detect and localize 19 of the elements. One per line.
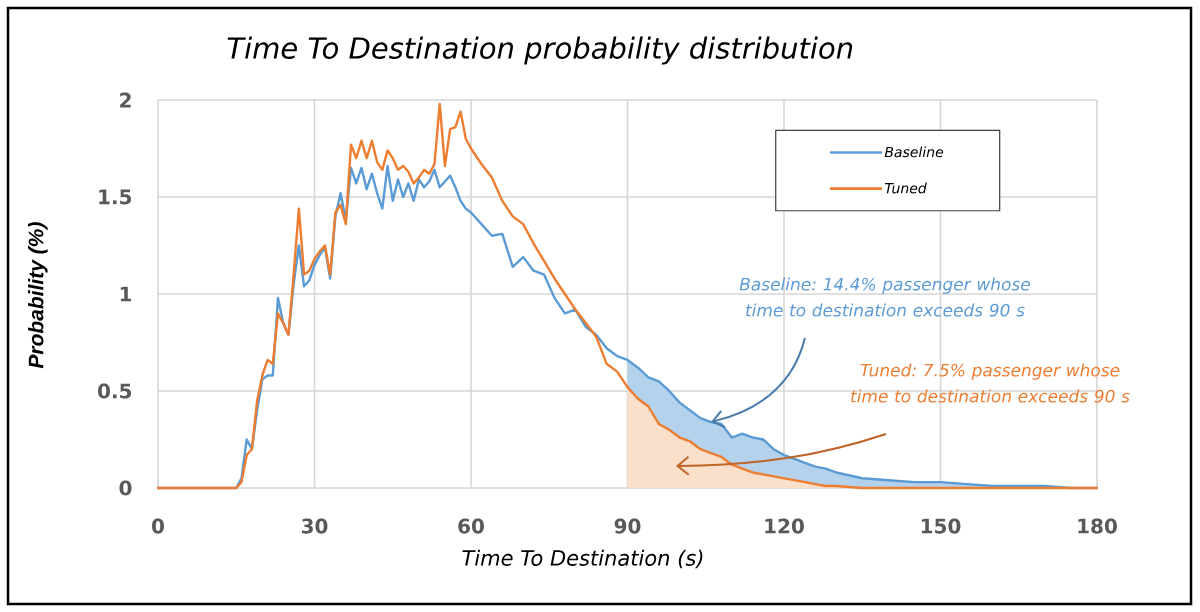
legend-label: Tuned [884, 182, 927, 194]
x-axis-title: Time To Destination (s) [462, 549, 703, 569]
x-tick-label: 180 [1078, 518, 1117, 534]
chart-title: Time To Destination probability distribution [227, 36, 853, 65]
y-tick-label: 0.5 [98, 383, 132, 399]
y-tick-label: 1 [120, 286, 132, 302]
y-axis-title: Probability (%) [28, 222, 48, 369]
x-tick-label: 150 [921, 518, 961, 534]
x-tick-label: 120 [765, 518, 804, 534]
y-tick-label: 0 [119, 480, 132, 496]
x-tick-label: 60 [458, 518, 484, 534]
x-tick-label: 90 [614, 518, 641, 534]
legend-label: Baseline [884, 146, 944, 158]
y-tick-label: 1.5 [99, 189, 132, 205]
x-tick-label: 30 [301, 518, 328, 534]
x-tick-label: 0 [152, 518, 164, 534]
y-tick-label: 2 [120, 92, 131, 108]
annotation: Tuned: 7.5% passenger whose time to destination exceeds 90 s [851, 363, 1130, 403]
annotation: Baseline: 14.4% passenger whose time to destination exceeds 90 s [739, 277, 1030, 317]
